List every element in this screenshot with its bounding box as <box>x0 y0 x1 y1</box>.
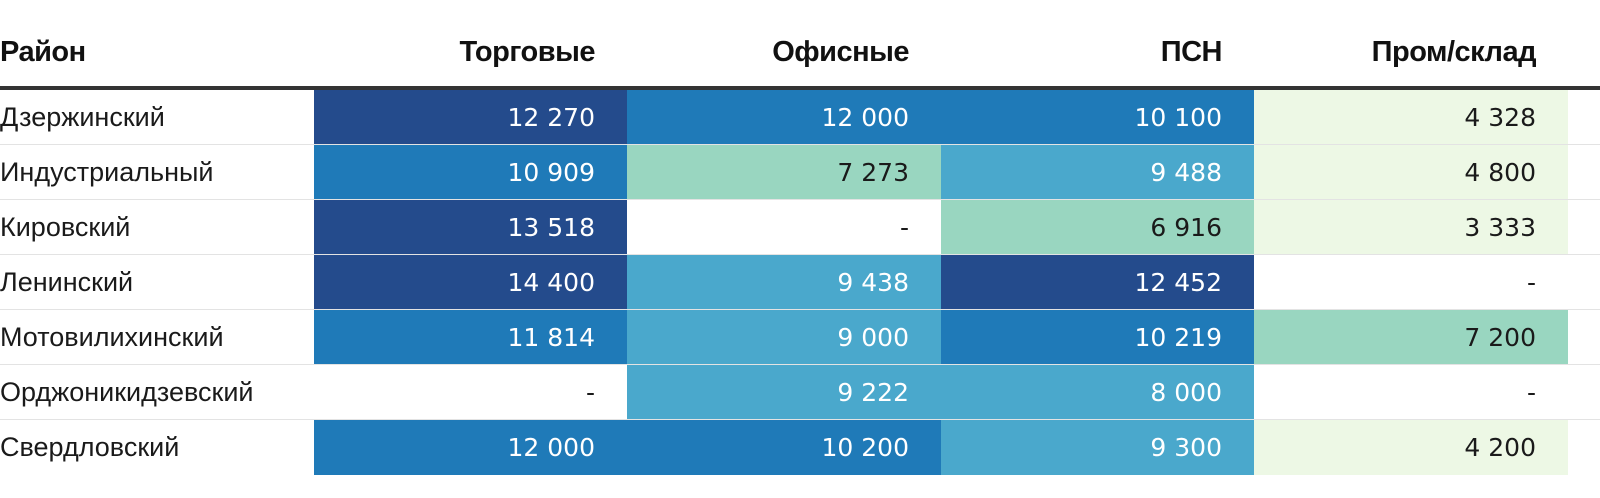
heatmap-cell: 14 400 <box>314 255 627 310</box>
heatmap-cell: 13 518 <box>314 200 627 255</box>
row-separator <box>0 199 1600 200</box>
row-label-district: Ленинский <box>0 267 134 297</box>
heatmap-cell: 10 100 <box>941 90 1254 145</box>
heatmap-cell: 9 222 <box>627 365 941 420</box>
column-header-district: Район <box>0 36 86 68</box>
heatmap-cell: 10 200 <box>627 420 941 475</box>
row-separator <box>0 364 1600 365</box>
heatmap-cell: 9 438 <box>627 255 941 310</box>
heatmap-cell: 4 328 <box>1254 90 1568 145</box>
heatmap-cell: 10 909 <box>314 145 627 200</box>
heatmap-cell: 10 219 <box>941 310 1254 365</box>
heatmap-cell: 3 333 <box>1254 200 1568 255</box>
heatmap-cell: - <box>314 365 627 420</box>
heatmap-cell: 4 800 <box>1254 145 1568 200</box>
column-header-1: Торговые <box>459 36 596 68</box>
column-header-4: Пром/склад <box>1371 36 1537 68</box>
row-label-district: Индустриальный <box>0 157 214 187</box>
heatmap-cell: 9 000 <box>627 310 941 365</box>
heatmap-cell: 8 000 <box>941 365 1254 420</box>
heatmap-cell: 7 200 <box>1254 310 1568 365</box>
row-separator <box>0 419 1600 420</box>
row-separator <box>0 309 1600 310</box>
column-header-2: Офисные <box>772 36 909 68</box>
heatmap-cell: 4 200 <box>1254 420 1568 475</box>
heatmap-cell: 12 000 <box>314 420 627 475</box>
heatmap-cell: 7 273 <box>627 145 941 200</box>
row-label-district: Орджоникидзевский <box>0 377 254 407</box>
row-label-district: Кировский <box>0 212 131 242</box>
heatmap-cell: - <box>1254 255 1568 310</box>
heatmap-cell: 12 270 <box>314 90 627 145</box>
row-label-district: Свердловский <box>0 432 180 462</box>
heatmap-cell: 11 814 <box>314 310 627 365</box>
row-label-district: Мотовилихинский <box>0 322 224 352</box>
row-label-district: Дзержинский <box>0 102 165 132</box>
heatmap-cell: - <box>627 200 941 255</box>
row-separator <box>0 254 1600 255</box>
heatmap-cell: 6 916 <box>941 200 1254 255</box>
column-header-3: ПСН <box>1160 36 1223 68</box>
heatmap-cell: 9 488 <box>941 145 1254 200</box>
heatmap-cell: - <box>1254 365 1568 420</box>
heatmap-cell: 9 300 <box>941 420 1254 475</box>
header-divider <box>0 86 1600 90</box>
heatmap-cell: 12 000 <box>627 90 941 145</box>
heatmap-cell: 12 452 <box>941 255 1254 310</box>
row-separator <box>0 144 1600 145</box>
